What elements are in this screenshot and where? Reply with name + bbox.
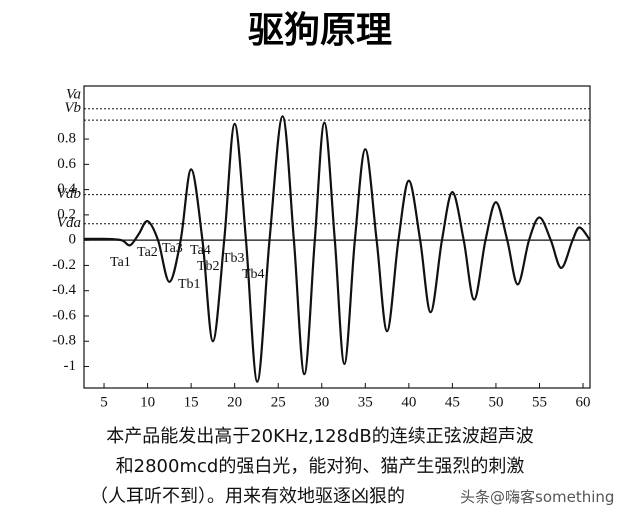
- y-tick-label: -0.6: [52, 307, 76, 323]
- x-tick-label: 15: [184, 394, 199, 410]
- y-tick-label: 0.6: [57, 156, 76, 172]
- annotation: Ta1: [110, 255, 131, 270]
- x-tick-label: 50: [488, 394, 503, 410]
- annotation: Tb3: [222, 251, 245, 266]
- x-tick-label: 55: [532, 394, 547, 410]
- x-tick-label: 45: [445, 394, 460, 410]
- annotation: Tb2: [197, 259, 220, 274]
- reference-label: Vdb: [57, 186, 82, 202]
- annotation: Tb1: [178, 277, 201, 292]
- annotation: Ta2: [137, 245, 158, 260]
- y-tick-label: 0: [69, 232, 77, 248]
- x-tick-label: 35: [358, 394, 373, 410]
- x-tick-label: 5: [100, 394, 108, 410]
- caption: （人耳听不到）。用来有效地驱逐凶狠的: [90, 486, 405, 507]
- caption: 和2800mcd的强白光，能对狗、猫产生强烈的刺激: [116, 456, 525, 477]
- y-tick-label: 0.4: [57, 181, 76, 197]
- y-tick-label: -1: [64, 358, 77, 374]
- x-tick-label: 40: [401, 394, 416, 410]
- y-tick-label: -0.8: [52, 333, 76, 349]
- y-tick-label: -0.4: [52, 282, 76, 298]
- caption: 本产品能发出高于20KHz,128dB的连续正弦波超声波: [106, 426, 534, 447]
- x-tick-label: 25: [271, 394, 286, 410]
- y-tick-label: 0.8: [57, 131, 76, 147]
- x-tick-label: 20: [227, 394, 242, 410]
- watermark: 头条@嗨客something: [460, 488, 614, 506]
- x-tick-label: 30: [314, 394, 329, 410]
- waveform: [83, 115, 591, 383]
- x-tick-label: 10: [140, 394, 155, 410]
- annotation: Ta4: [190, 243, 211, 258]
- x-tick-label: 60: [576, 394, 591, 410]
- plot-frame: [83, 85, 591, 389]
- reference-label: Vda: [57, 215, 81, 231]
- reference-label: Va: [66, 86, 81, 102]
- chart-title: 驱狗原理: [248, 10, 392, 51]
- y-tick-label: -0.2: [52, 257, 76, 273]
- annotation: Tb4: [242, 267, 265, 282]
- annotation: Ta3: [162, 241, 183, 256]
- reference-label: Vb: [64, 100, 81, 116]
- y-tick-label: 0.2: [57, 206, 76, 222]
